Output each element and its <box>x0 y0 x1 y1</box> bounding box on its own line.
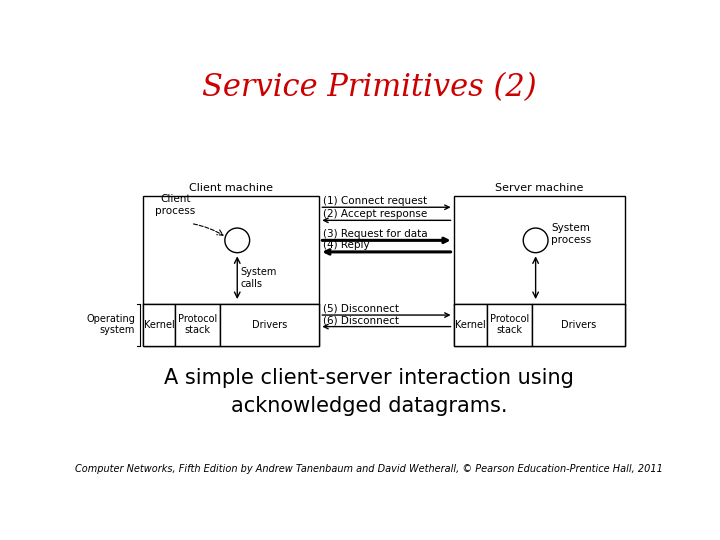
Bar <box>487 303 532 346</box>
Text: Computer Networks, Fifth Edition by Andrew Tanenbaum and David Wetherall, © Pear: Computer Networks, Fifth Edition by Andr… <box>75 464 663 474</box>
Bar <box>454 303 487 346</box>
Text: Operating
system: Operating system <box>86 314 135 335</box>
Text: (4) Reply: (4) Reply <box>323 240 370 251</box>
Text: Protocol
stack: Protocol stack <box>490 314 529 335</box>
Text: Server machine: Server machine <box>495 183 584 193</box>
Text: A simple client-server interaction using
acknowledged datagrams.: A simple client-server interaction using… <box>164 368 574 416</box>
Text: Kernel: Kernel <box>143 320 174 330</box>
Text: System
calls: System calls <box>240 267 276 289</box>
Text: (2) Accept response: (2) Accept response <box>323 209 428 219</box>
Text: Client
process: Client process <box>155 194 195 215</box>
Bar <box>143 303 175 346</box>
Bar <box>175 303 220 346</box>
Text: (1) Connect request: (1) Connect request <box>323 195 428 206</box>
Text: Drivers: Drivers <box>561 320 596 330</box>
Bar <box>532 303 625 346</box>
Bar <box>143 195 319 346</box>
Text: Protocol
stack: Protocol stack <box>178 314 217 335</box>
Text: Service Primitives (2): Service Primitives (2) <box>202 72 536 103</box>
Text: (5) Disconnect: (5) Disconnect <box>323 303 400 314</box>
Bar <box>454 195 625 346</box>
Bar <box>220 303 319 346</box>
Text: Client machine: Client machine <box>189 183 273 193</box>
Text: (6) Disconnect: (6) Disconnect <box>323 315 400 325</box>
Text: Drivers: Drivers <box>252 320 287 330</box>
Text: Kernel: Kernel <box>455 320 486 330</box>
Text: System
process: System process <box>551 224 591 245</box>
Text: (3) Request for data: (3) Request for data <box>323 229 428 239</box>
